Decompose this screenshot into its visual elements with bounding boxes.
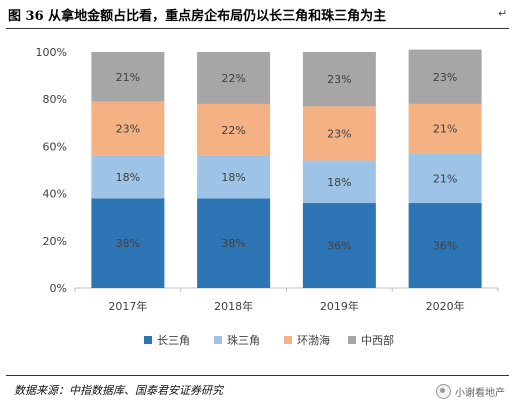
data-label: 22% (221, 124, 245, 137)
x-tick-label: 2018年 (214, 299, 253, 313)
bar-segment (302, 52, 376, 107)
data-label: 21% (116, 71, 140, 84)
bar-segment (197, 198, 271, 288)
bar-segment (408, 49, 482, 104)
bar-segment (197, 103, 271, 156)
y-tick-label: 80% (43, 93, 67, 106)
data-label: 23% (433, 71, 457, 84)
data-label: 18% (221, 171, 245, 184)
bar-segment (408, 103, 482, 154)
bar-segment (302, 106, 376, 161)
y-tick-label: 20% (43, 235, 67, 248)
bar-segment (302, 160, 376, 204)
data-label: 23% (327, 73, 351, 86)
footer-divider (6, 375, 509, 376)
data-label: 18% (116, 171, 140, 184)
data-label: 23% (327, 127, 351, 140)
wechat-account-icon (436, 384, 451, 399)
legend-label: 环渤海 (297, 333, 330, 347)
y-tick-label: 60% (43, 140, 67, 153)
legend-label: 中西部 (361, 333, 394, 347)
bar-segment (91, 52, 165, 102)
data-label: 21% (433, 123, 457, 136)
data-label: 38% (221, 237, 245, 250)
y-tick-label: 100% (36, 46, 67, 59)
legend-label: 珠三角 (227, 333, 260, 347)
bar-segment (302, 203, 376, 288)
watermark-text: 小谢看地产 (455, 388, 505, 399)
bar-segment (91, 155, 165, 199)
bar-segment (197, 155, 271, 199)
x-tick-label: 2019年 (320, 299, 359, 313)
stacked-bar-chart: 0% 20% 40% 60% 80% 100% 38% 18% 23% 21% 2017年 38% 18… (36, 46, 499, 347)
bar-segment (408, 153, 482, 204)
y-tick-label: 40% (43, 188, 67, 201)
data-label: 38% (116, 237, 140, 250)
legend-swatch (144, 336, 152, 344)
data-label: 36% (327, 240, 351, 253)
legend-swatch (214, 336, 222, 344)
bar-segment (408, 203, 482, 288)
data-label: 18% (327, 176, 351, 189)
title-divider (6, 28, 509, 29)
x-tick-label: 2020年 (426, 299, 465, 313)
figure-title: 图 36 从拿地金额占比看，重点房企布局仍以长三角和珠三角为主 (8, 9, 387, 24)
data-label: 23% (116, 123, 140, 136)
legend-swatch (284, 336, 292, 344)
legend-swatch (348, 336, 356, 344)
data-label: 22% (221, 72, 245, 85)
y-tick-label: 0% (50, 282, 67, 295)
data-label: 21% (433, 172, 457, 185)
bar-segment (91, 198, 165, 288)
data-source-note: 数据来源：中指数据库、国泰君安证券研究 (14, 384, 223, 397)
data-label: 36% (433, 240, 457, 253)
x-tick-label: 2017年 (108, 299, 147, 313)
watermark: 小谢看地产 (436, 384, 505, 399)
bar-segment (91, 101, 165, 156)
bar-segment (197, 52, 271, 104)
paragraph-mark-icon: ↵ (498, 7, 508, 20)
legend-label: 长三角 (157, 334, 190, 347)
